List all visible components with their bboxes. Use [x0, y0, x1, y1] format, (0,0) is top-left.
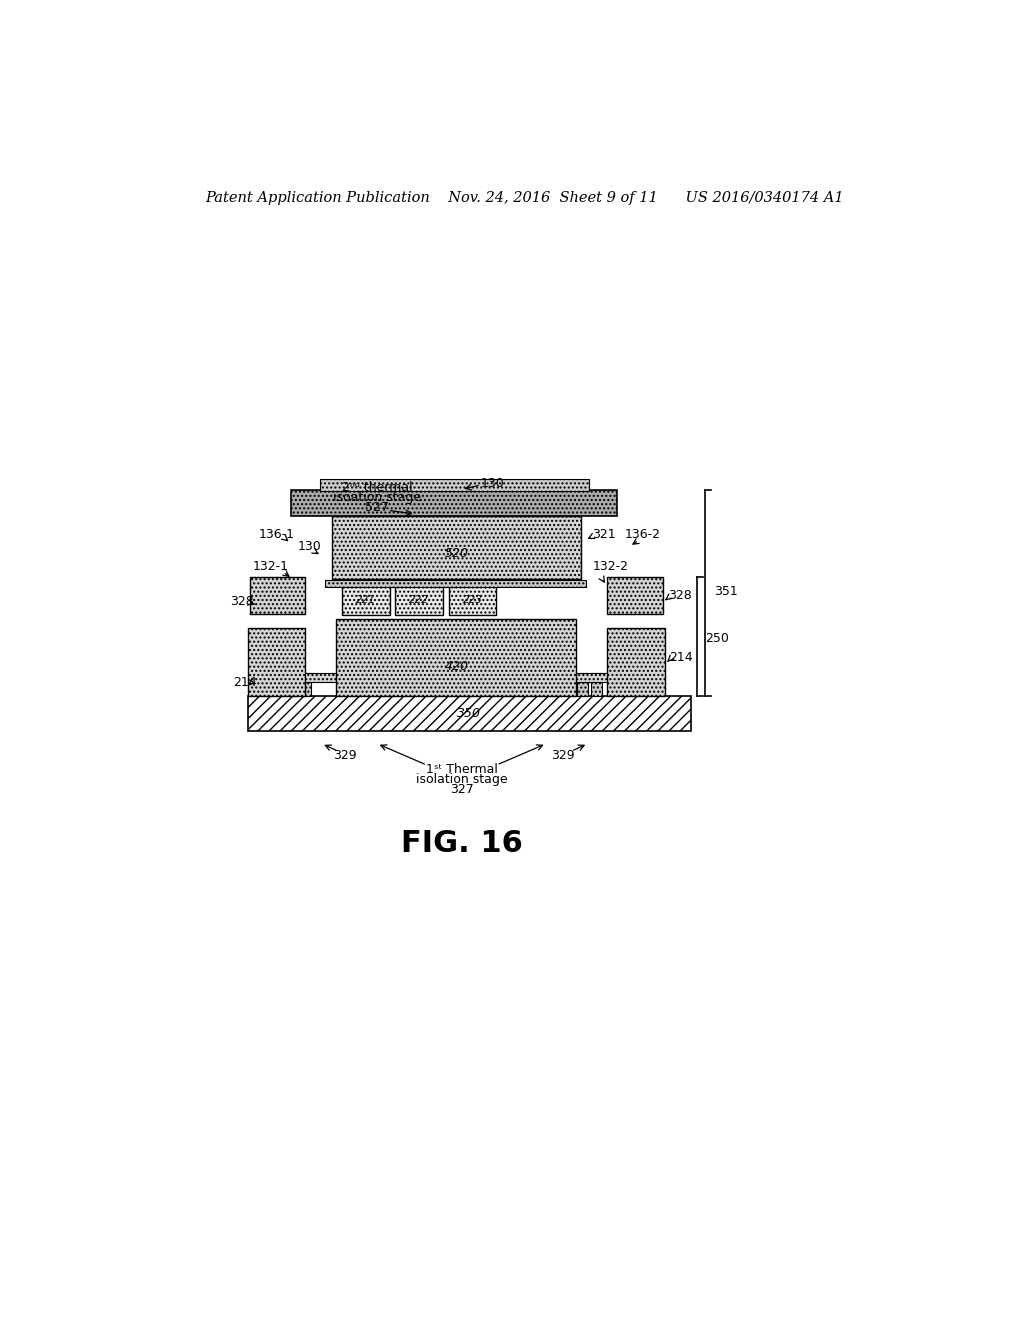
Text: 214: 214 [670, 651, 693, 664]
Text: 222: 222 [410, 595, 429, 606]
Bar [305, 673, 336, 682]
Bar [578, 673, 588, 696]
Text: isoation stage: isoation stage [333, 491, 421, 504]
Bar [248, 628, 305, 696]
Bar [607, 628, 665, 696]
Text: 132-1: 132-1 [253, 560, 289, 573]
Text: 321: 321 [593, 528, 616, 541]
Bar [325, 579, 587, 587]
Text: 351: 351 [714, 585, 738, 598]
Bar [248, 696, 691, 731]
Text: 223: 223 [463, 595, 482, 606]
Bar [607, 577, 663, 614]
Bar [291, 490, 617, 516]
Bar [591, 673, 602, 696]
Text: 214: 214 [232, 676, 256, 689]
Bar [286, 673, 297, 696]
Text: 329: 329 [552, 748, 575, 762]
Text: isolation stage: isolation stage [416, 772, 508, 785]
Bar [332, 516, 581, 578]
Bar [250, 577, 305, 614]
Text: 2ⁿᵈ thermal: 2ⁿᵈ thermal [342, 482, 413, 495]
Bar [449, 586, 497, 615]
Text: 130: 130 [481, 477, 505, 490]
Text: 328: 328 [230, 594, 254, 607]
Text: 221: 221 [356, 595, 376, 606]
Text: 350: 350 [458, 708, 481, 721]
Text: 328: 328 [668, 589, 692, 602]
Bar [300, 673, 310, 696]
Text: 250: 250 [705, 632, 729, 645]
Text: 1ˢᵗ Thermal: 1ˢᵗ Thermal [426, 763, 498, 776]
Bar [395, 586, 443, 615]
Text: 527: 527 [365, 502, 389, 515]
Bar [577, 673, 607, 682]
Text: 329: 329 [333, 748, 356, 762]
Text: FIG. 16: FIG. 16 [400, 829, 522, 858]
Text: 420: 420 [444, 660, 468, 673]
Bar [342, 586, 390, 615]
Bar [336, 619, 577, 696]
Text: 327: 327 [450, 783, 473, 796]
Text: 130: 130 [297, 540, 322, 553]
Bar [319, 479, 590, 491]
Text: 520: 520 [444, 546, 468, 560]
Text: 132-2: 132-2 [593, 560, 629, 573]
Text: Patent Application Publication    Nov. 24, 2016  Sheet 9 of 11      US 2016/0340: Patent Application Publication Nov. 24, … [206, 191, 844, 206]
Text: 136-1: 136-1 [259, 528, 295, 541]
Text: 136-2: 136-2 [625, 528, 660, 541]
